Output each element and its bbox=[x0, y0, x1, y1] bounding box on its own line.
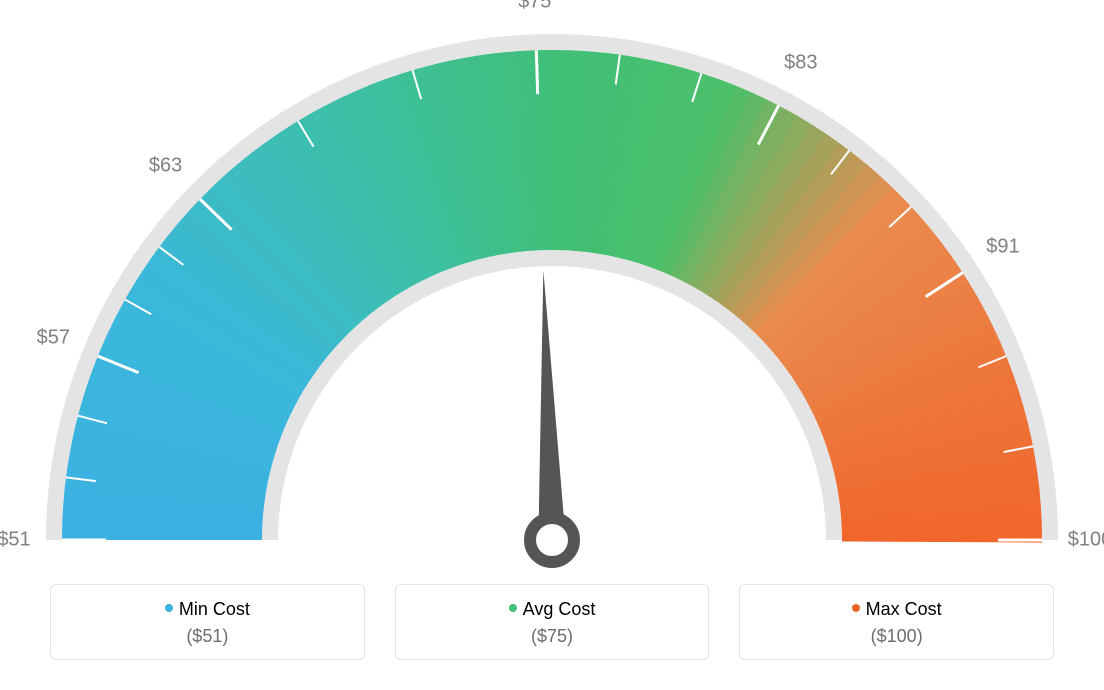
gauge-tick-label: $63 bbox=[149, 154, 182, 177]
legend-card-max: Max Cost ($100) bbox=[739, 584, 1054, 660]
legend-min-title: Min Cost bbox=[61, 599, 354, 620]
gauge-tick-label: $57 bbox=[37, 327, 70, 350]
legend-avg-value: ($75) bbox=[406, 626, 699, 647]
dot-max-icon bbox=[852, 604, 860, 612]
legend-min-value: ($51) bbox=[61, 626, 354, 647]
legend-max-title: Max Cost bbox=[750, 599, 1043, 620]
legend-max-value: ($100) bbox=[750, 626, 1043, 647]
gauge-tick-label: $83 bbox=[784, 52, 817, 75]
dot-min-icon bbox=[165, 604, 173, 612]
legend-avg-title: Avg Cost bbox=[406, 599, 699, 620]
dot-avg-icon bbox=[509, 604, 517, 612]
gauge-tick-label: $51 bbox=[0, 529, 31, 552]
legend-card-avg: Avg Cost ($75) bbox=[395, 584, 710, 660]
gauge-chart-container: $51 $57 $63 $75 $83 $91 $100 Min Cost ($51) Av… bbox=[0, 0, 1104, 690]
legend-card-min: Min Cost ($51) bbox=[50, 584, 365, 660]
legend-row: Min Cost ($51) Avg Cost ($75) Max Cost (… bbox=[50, 584, 1054, 660]
gauge-tick-label: $100 bbox=[1068, 529, 1104, 552]
gauge-tick-label: $91 bbox=[986, 235, 1019, 258]
gauge-area: $51 $57 $63 $75 $83 $91 $100 bbox=[0, 0, 1104, 570]
legend-max-label: Max Cost bbox=[866, 599, 942, 619]
legend-min-label: Min Cost bbox=[179, 599, 250, 619]
gauge-tick-label: $75 bbox=[518, 0, 551, 14]
gauge-svg bbox=[0, 0, 1104, 570]
legend-avg-label: Avg Cost bbox=[523, 599, 596, 619]
